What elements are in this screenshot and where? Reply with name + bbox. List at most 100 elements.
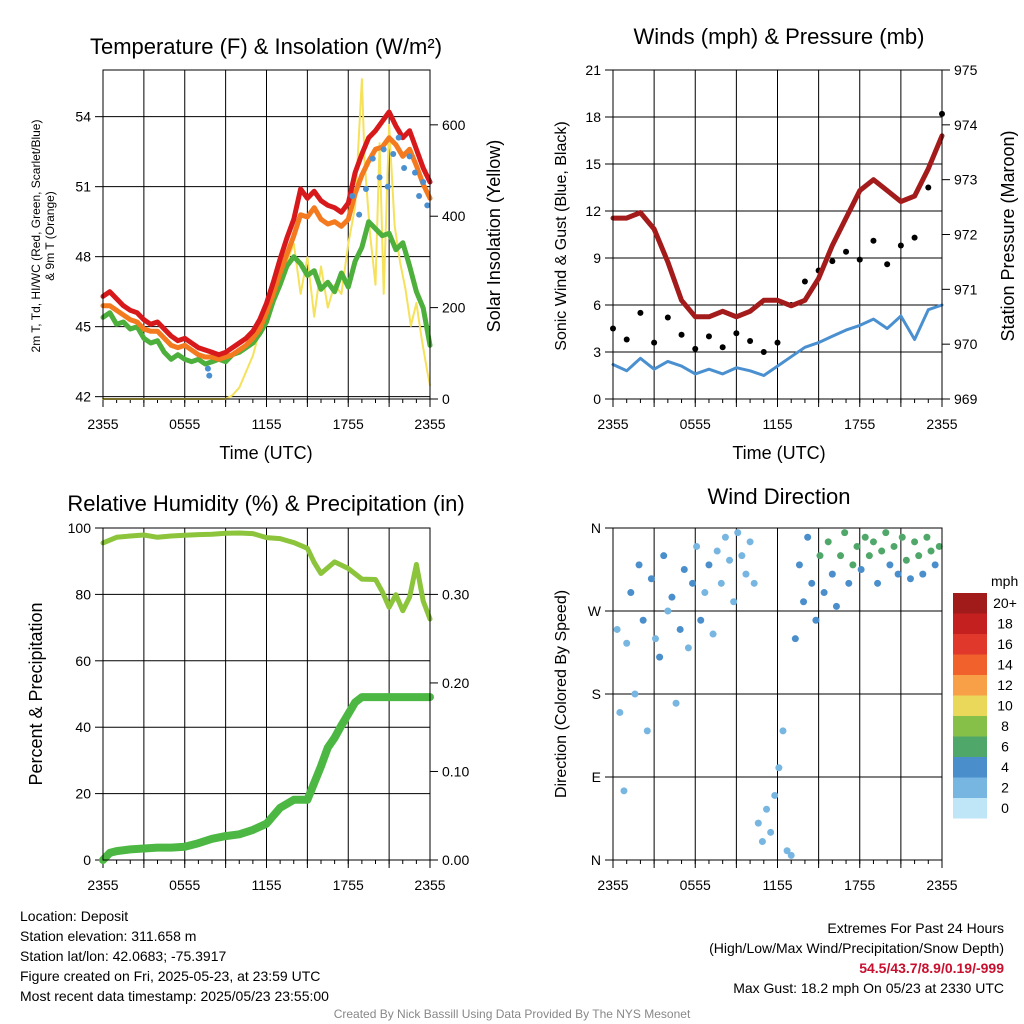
y2-tick-label: 975 — [954, 62, 978, 78]
latlon-text: Station lat/lon: 42.0683; -75.3917 — [20, 948, 227, 964]
direction-point — [832, 602, 840, 610]
legend-swatch — [953, 777, 987, 798]
legend-label: 8 — [1001, 718, 1009, 734]
direction-point — [730, 598, 738, 606]
direction-point — [742, 570, 750, 578]
plot-frame — [612, 69, 943, 400]
legend-swatch — [953, 736, 987, 757]
x-tick-label: 2355 — [87, 877, 118, 893]
y-tick-label: 42 — [75, 389, 91, 405]
y-tick-label: 15 — [585, 156, 601, 172]
direction-point — [787, 851, 795, 859]
windchill-point — [406, 153, 413, 160]
direction-point — [820, 589, 828, 597]
y2-tick-label: 974 — [954, 117, 978, 133]
direction-point — [693, 542, 701, 550]
direction-point — [647, 575, 655, 583]
y2-tick-label: 972 — [954, 227, 978, 243]
direction-point — [890, 542, 898, 550]
extremes-values: 54.5/43.7/8.9/0.19/-999 — [859, 960, 1004, 976]
gust-point — [760, 349, 767, 355]
windchill-point — [376, 174, 383, 181]
windchill-point — [362, 186, 369, 192]
station-info: Location: Deposit Station elevation: 311… — [20, 906, 329, 1006]
y-tick-label: N — [591, 520, 601, 536]
y-tick-label: N — [591, 852, 601, 868]
y2-axis-label: Station Pressure (Maroon) — [998, 130, 1018, 341]
direction-point — [709, 630, 717, 638]
direction-point — [639, 616, 647, 624]
x-tick-label: 1155 — [251, 416, 281, 432]
gust-point — [651, 339, 658, 346]
y-tick-label: 60 — [75, 653, 91, 669]
y-tick-label: 100 — [68, 520, 92, 536]
direction-point — [656, 653, 664, 661]
direction-point — [828, 570, 836, 578]
legend-label: 16 — [997, 636, 1013, 652]
direction-point — [791, 635, 799, 643]
winds-pressure-panel: Winds (mph) & Pressure (mb) 2355 0555 1155… — [553, 24, 1018, 463]
x-tick-label: 0555 — [680, 416, 711, 432]
direction-point — [721, 533, 729, 541]
legend-swatch — [953, 695, 987, 716]
gust-point — [692, 345, 699, 352]
direction-point — [754, 819, 762, 827]
direction-point — [701, 589, 709, 597]
gust-point — [774, 339, 781, 346]
direction-point — [775, 764, 783, 772]
direction-point — [717, 579, 725, 587]
direction-point — [857, 566, 865, 573]
legend-swatch — [953, 593, 987, 614]
direction-point — [800, 598, 808, 606]
direction-point — [705, 561, 713, 569]
direction-point — [923, 533, 931, 541]
windchill-point — [424, 202, 431, 209]
x-tick-label: 2355 — [87, 416, 118, 432]
direction-point — [898, 533, 906, 541]
humidity-precip-panel: Relative Humidity (%) & Precipitation (i… — [26, 491, 469, 893]
extremes-info: Extremes For Past 24 Hours (High/Low/Max… — [709, 918, 1004, 998]
direction-point — [865, 552, 873, 560]
gust-point — [733, 330, 740, 337]
direction-point — [882, 529, 890, 537]
y-axis-label: Direction (Colored By Speed) — [553, 590, 570, 798]
y-tick-label: 45 — [75, 319, 91, 335]
credit-text: Created By Nick Bassill Using Data Provi… — [333, 1007, 691, 1021]
gust-point — [637, 309, 644, 316]
direction-point — [623, 639, 631, 647]
direction-point — [680, 566, 688, 573]
temp-2m-line — [100, 109, 433, 358]
direction-point — [758, 838, 766, 846]
direction-point — [627, 589, 635, 597]
gust-point — [870, 237, 877, 244]
y-tick-label: 9 — [593, 250, 601, 266]
x-tick-label: 1155 — [251, 877, 281, 893]
direction-point — [697, 616, 705, 624]
direction-point — [767, 828, 775, 836]
humidity-panel-title: Relative Humidity (%) & Precipitation (i… — [67, 491, 464, 516]
direction-point — [812, 616, 820, 624]
direction-point — [869, 538, 877, 546]
legend-swatch — [953, 613, 987, 634]
y-axis-label: Percent & Precipitation — [26, 602, 46, 785]
direction-point — [795, 561, 803, 569]
legend-label: 10 — [997, 698, 1013, 714]
direction-point — [874, 579, 882, 587]
plot-frame — [102, 527, 431, 861]
direction-point — [763, 805, 771, 813]
windchill-point — [204, 365, 211, 372]
y2-tick-label: 973 — [954, 172, 978, 188]
dewpoint-line — [100, 219, 433, 367]
elevation-text: Station elevation: 311.658 m — [20, 928, 197, 944]
y2-tick-label: 0 — [442, 391, 450, 407]
direction-point — [734, 529, 742, 537]
y-tick-label: W — [588, 603, 602, 619]
legend-swatch — [953, 798, 987, 819]
direction-point — [689, 579, 697, 587]
max-gust-text: Max Gust: 18.2 mph On 05/23 at 2330 UTC — [733, 980, 1004, 996]
legend-label: 18 — [997, 616, 1013, 632]
direction-point — [651, 635, 659, 643]
y2-tick-label: 0.10 — [442, 763, 469, 779]
direction-point — [676, 625, 684, 633]
windchill-point — [395, 134, 402, 141]
